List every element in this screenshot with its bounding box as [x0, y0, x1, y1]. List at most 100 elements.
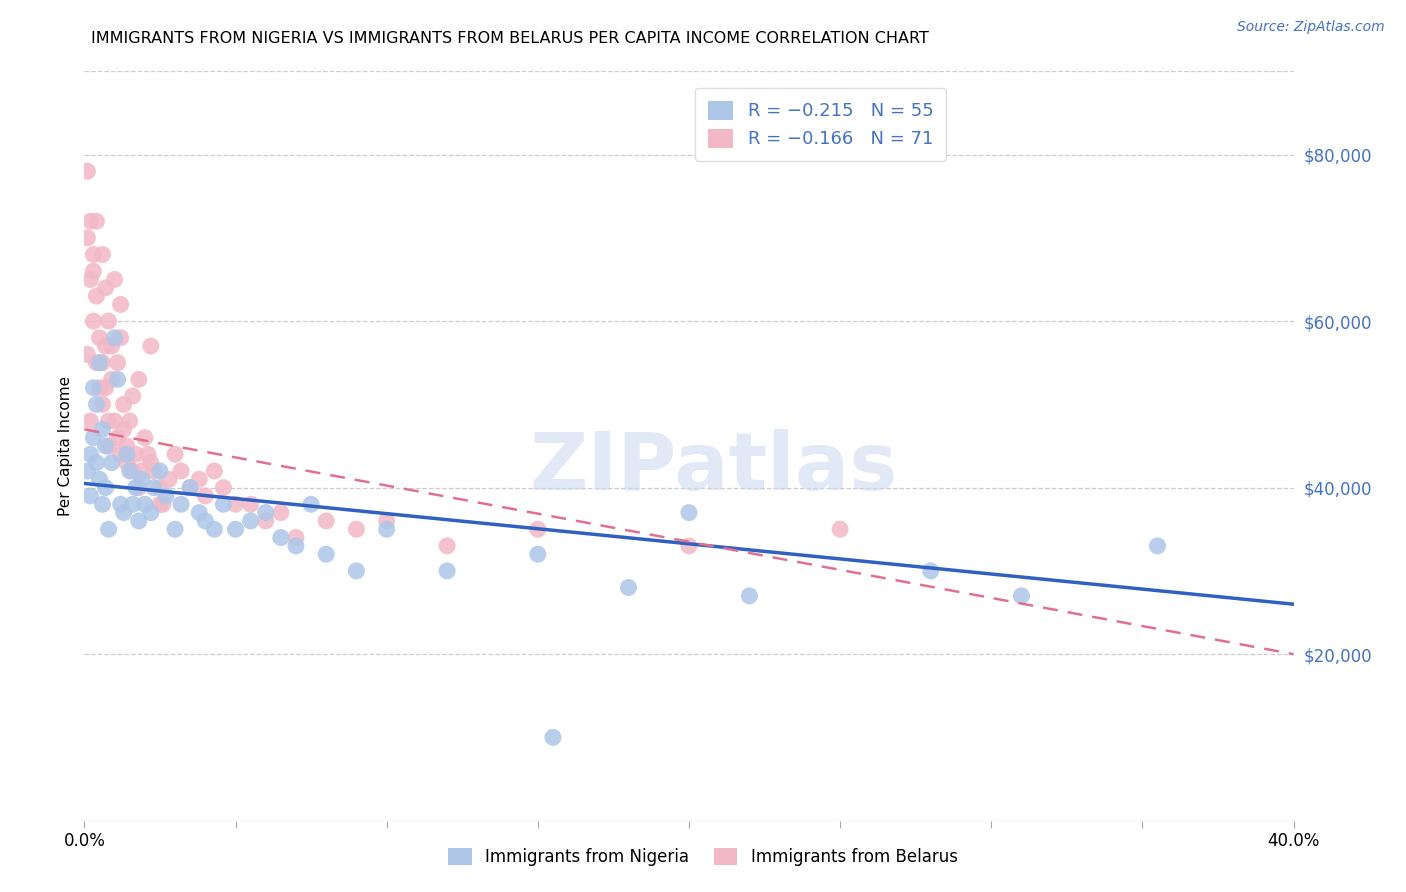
Point — [315, 514, 337, 528]
Point — [118, 414, 141, 428]
Point — [86, 289, 108, 303]
Point — [79, 489, 101, 503]
Point — [91, 356, 114, 370]
Point — [436, 539, 458, 553]
Text: ZIPatlas: ZIPatlas — [529, 429, 897, 508]
Point — [115, 447, 138, 461]
Point — [225, 522, 247, 536]
Point — [89, 381, 111, 395]
Point — [97, 414, 120, 428]
Point — [157, 472, 180, 486]
Point — [89, 331, 111, 345]
Point — [94, 339, 117, 353]
Point — [678, 539, 700, 553]
Point — [149, 497, 172, 511]
Point — [170, 464, 193, 478]
Point — [149, 464, 172, 478]
Point — [97, 314, 120, 328]
Point — [94, 439, 117, 453]
Point — [125, 447, 148, 461]
Point — [299, 497, 322, 511]
Point — [285, 539, 308, 553]
Point — [738, 589, 761, 603]
Point — [94, 481, 117, 495]
Legend: R = −0.215   N = 55, R = −0.166   N = 71: R = −0.215 N = 55, R = −0.166 N = 71 — [695, 88, 946, 161]
Point — [121, 464, 143, 478]
Point — [115, 439, 138, 453]
Point — [89, 472, 111, 486]
Point — [194, 514, 217, 528]
Point — [112, 422, 135, 436]
Point — [131, 472, 153, 486]
Point — [86, 214, 108, 228]
Legend: Immigrants from Nigeria, Immigrants from Belarus: Immigrants from Nigeria, Immigrants from… — [441, 841, 965, 873]
Point — [100, 456, 122, 470]
Point — [94, 281, 117, 295]
Point — [142, 481, 165, 495]
Point — [104, 272, 127, 286]
Point — [194, 489, 217, 503]
Point — [225, 497, 247, 511]
Point — [91, 247, 114, 261]
Point — [149, 481, 172, 495]
Text: IMMIGRANTS FROM NIGERIA VS IMMIGRANTS FROM BELARUS PER CAPITA INCOME CORRELATION: IMMIGRANTS FROM NIGERIA VS IMMIGRANTS FR… — [91, 31, 929, 46]
Point — [82, 314, 104, 328]
Point — [152, 497, 174, 511]
Point — [112, 506, 135, 520]
Point — [128, 514, 150, 528]
Point — [830, 522, 852, 536]
Point — [100, 372, 122, 386]
Point — [346, 522, 368, 536]
Point — [91, 497, 114, 511]
Point — [104, 331, 127, 345]
Point — [91, 422, 114, 436]
Point — [188, 506, 211, 520]
Point — [76, 347, 98, 361]
Point — [139, 456, 162, 470]
Point — [1146, 539, 1168, 553]
Point — [82, 431, 104, 445]
Point — [179, 481, 201, 495]
Point — [97, 522, 120, 536]
Point — [110, 497, 132, 511]
Point — [82, 264, 104, 278]
Point — [76, 464, 98, 478]
Point — [100, 339, 122, 353]
Point — [89, 356, 111, 370]
Point — [165, 522, 187, 536]
Point — [125, 481, 148, 495]
Point — [617, 581, 640, 595]
Y-axis label: Per Capita Income: Per Capita Income — [58, 376, 73, 516]
Point — [86, 456, 108, 470]
Point — [128, 372, 150, 386]
Point — [107, 372, 129, 386]
Point — [86, 356, 108, 370]
Point — [128, 481, 150, 495]
Point — [79, 447, 101, 461]
Point — [76, 164, 98, 178]
Point — [121, 389, 143, 403]
Point — [202, 464, 225, 478]
Point — [270, 506, 292, 520]
Point — [254, 506, 277, 520]
Point — [104, 414, 127, 428]
Point — [375, 522, 398, 536]
Point — [107, 431, 129, 445]
Point — [134, 497, 156, 511]
Point — [134, 431, 156, 445]
Point — [179, 481, 201, 495]
Point — [79, 272, 101, 286]
Point — [285, 531, 308, 545]
Point — [346, 564, 368, 578]
Point — [115, 456, 138, 470]
Point — [920, 564, 942, 578]
Point — [107, 356, 129, 370]
Point — [79, 414, 101, 428]
Point — [678, 506, 700, 520]
Point — [315, 547, 337, 561]
Point — [527, 522, 550, 536]
Point — [436, 564, 458, 578]
Point — [254, 514, 277, 528]
Point — [239, 497, 262, 511]
Point — [541, 731, 564, 745]
